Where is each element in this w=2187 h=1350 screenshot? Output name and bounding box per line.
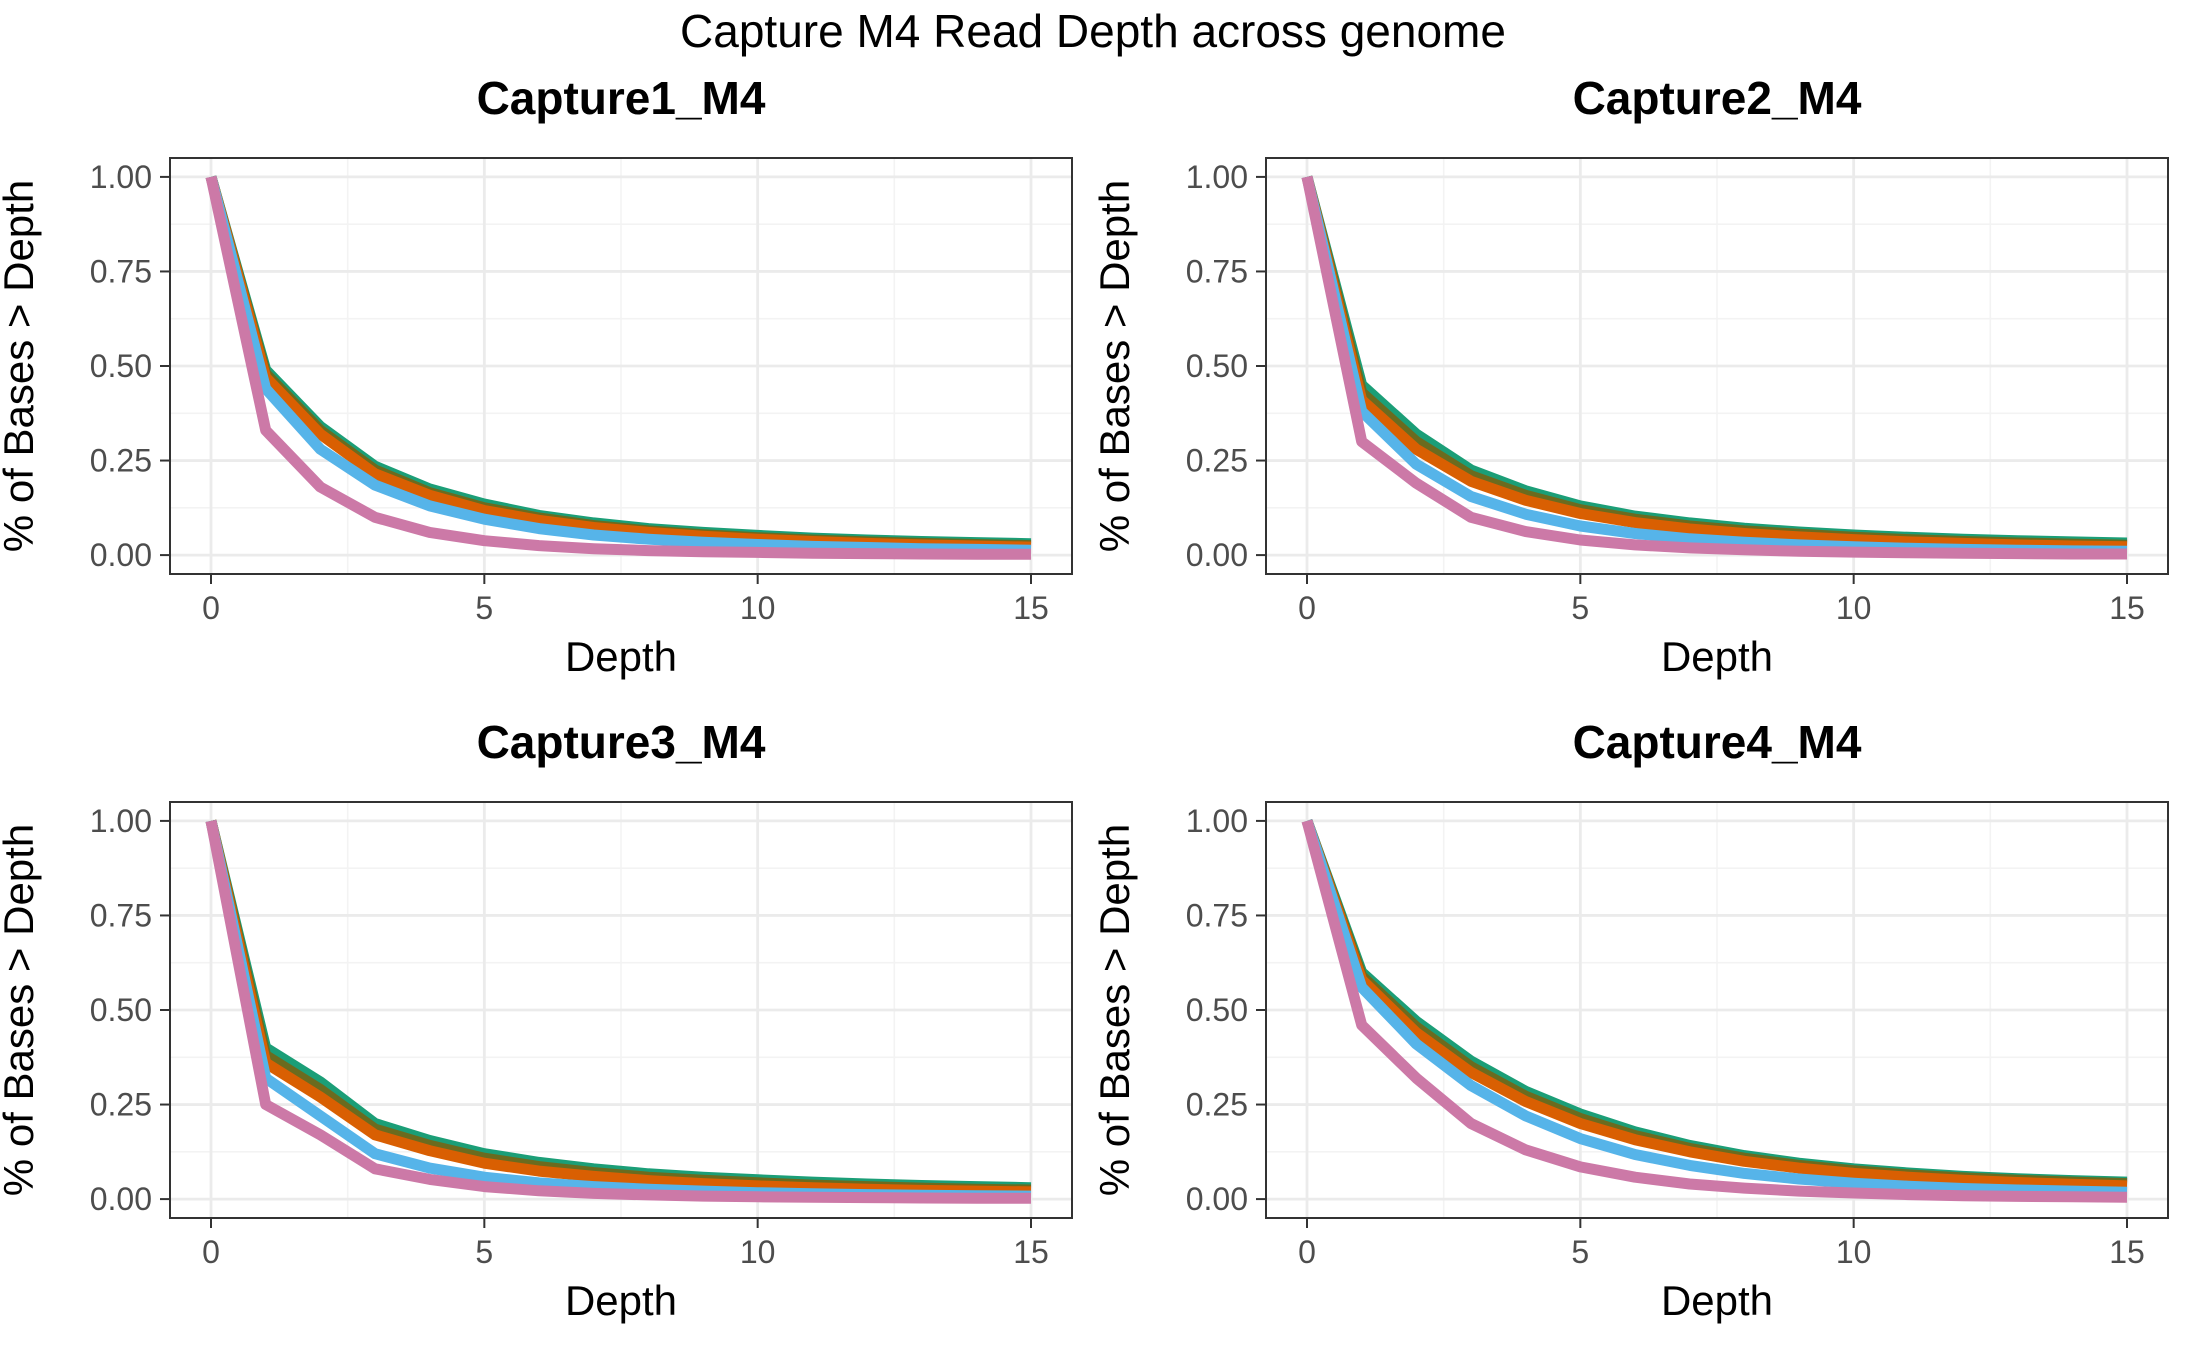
series-line-5 [1301, 819, 2128, 1203]
y-tick-label: 0.50 [90, 992, 152, 1028]
panel-title: Capture4_M4 [1573, 716, 1862, 768]
x-tick-label: 5 [1571, 1234, 1589, 1270]
x-tick-label: 0 [202, 1234, 220, 1270]
y-tick-label: 0.00 [1186, 1181, 1248, 1217]
y-tick-label: 0.25 [90, 1087, 152, 1123]
figure-title: Capture M4 Read Depth across genome [680, 5, 1506, 57]
y-tick-label: 0.25 [90, 443, 152, 479]
panel-title: Capture1_M4 [477, 72, 766, 124]
y-tick-label: 1.00 [90, 159, 152, 195]
y-tick-label: 0.50 [1186, 992, 1248, 1028]
series-line-5 [205, 175, 1031, 560]
y-tick-label: 0.75 [90, 253, 152, 289]
x-tick-label: 10 [740, 1234, 776, 1270]
panel-1: Capture1_M4 0 5 10 15 0.00 0.25 0.50 0.75 1.00 Dep… [0, 72, 1073, 680]
panels-container: Capture1_M4 0 5 10 15 0.00 0.25 0.50 0.75 1.00 Dep… [0, 72, 2169, 1324]
x-tick-label: 5 [475, 590, 493, 626]
x-tick-label: 0 [202, 590, 220, 626]
series-line-5 [205, 819, 1031, 1204]
x-tick-label: 15 [2109, 590, 2145, 626]
x-tick-label: 15 [1013, 590, 1049, 626]
x-axis-label: Depth [565, 633, 677, 680]
x-tick-label: 5 [1571, 590, 1589, 626]
x-tick-label: 15 [2109, 1234, 2145, 1270]
y-axis-label: % of Bases > Depth [0, 824, 42, 1196]
series-line-5 [1301, 175, 2127, 560]
x-tick-label: 0 [1298, 1234, 1316, 1270]
y-axis-label: % of Bases > Depth [1091, 824, 1138, 1196]
panel-title: Capture3_M4 [477, 716, 766, 768]
y-tick-label: 1.00 [90, 803, 152, 839]
x-tick-label: 0 [1298, 590, 1316, 626]
x-tick-label: 10 [1836, 590, 1872, 626]
panel-title: Capture2_M4 [1573, 72, 1862, 124]
y-tick-label: 0.00 [90, 1181, 152, 1217]
y-axis-label: % of Bases > Depth [0, 180, 42, 552]
x-tick-label: 10 [1836, 1234, 1872, 1270]
panel-2: Capture2_M4 0 5 10 15 0.00 0.25 0.50 0.75 1.00 Dep… [1091, 72, 2169, 680]
x-axis-label: Depth [1661, 1277, 1773, 1324]
y-tick-label: 0.50 [1186, 348, 1248, 384]
y-axis-label: % of Bases > Depth [1091, 180, 1138, 552]
panel-3: Capture3_M4 0 5 10 15 0.00 0.25 0.50 0.75 1.00 Dep… [0, 716, 1073, 1324]
x-tick-label: 15 [1013, 1234, 1049, 1270]
y-tick-label: 0.50 [90, 348, 152, 384]
y-tick-label: 0.00 [1186, 537, 1248, 573]
series-line-3 [1301, 819, 2128, 1192]
x-tick-label: 10 [740, 590, 776, 626]
y-tick-label: 1.00 [1186, 803, 1248, 839]
y-tick-label: 1.00 [1186, 159, 1248, 195]
x-axis-label: Depth [1661, 633, 1773, 680]
x-tick-label: 5 [475, 1234, 493, 1270]
y-tick-label: 0.25 [1186, 443, 1248, 479]
y-tick-label: 0.25 [1186, 1087, 1248, 1123]
x-axis-label: Depth [565, 1277, 677, 1324]
y-tick-label: 0.00 [90, 537, 152, 573]
y-tick-label: 0.75 [1186, 897, 1248, 933]
y-tick-label: 0.75 [1186, 253, 1248, 289]
panel-4: Capture4_M4 0 5 10 15 0.00 0.25 0.50 0.75 1.00 Dep… [1091, 716, 2169, 1324]
y-tick-label: 0.75 [90, 897, 152, 933]
series-line-3 [1301, 175, 2128, 553]
series-line-4 [1301, 819, 2128, 1198]
series-line-4 [205, 175, 1032, 556]
